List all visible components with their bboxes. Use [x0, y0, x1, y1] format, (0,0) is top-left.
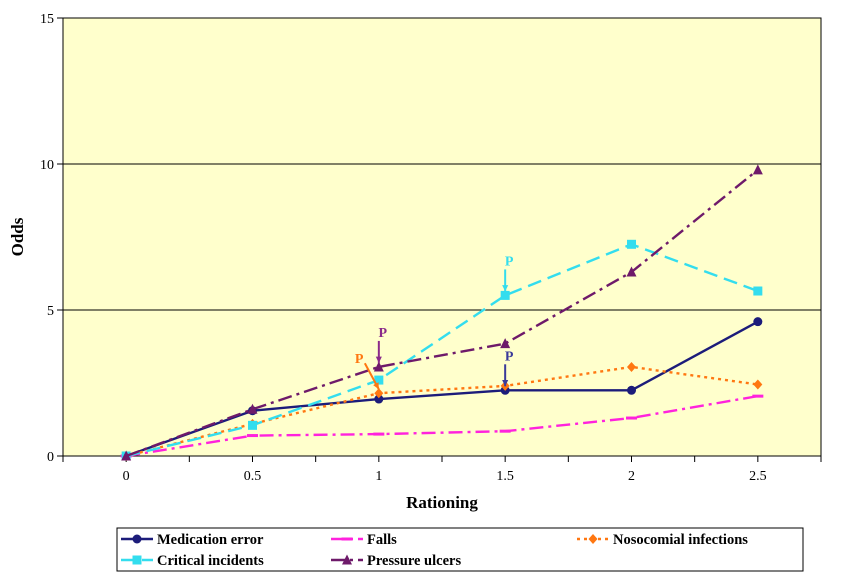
- grid-lines: [63, 163, 821, 311]
- y-tick-label: 5: [47, 304, 54, 319]
- annotation-label: P: [355, 352, 364, 367]
- annotations: PPP P: [355, 254, 514, 390]
- data-point-critical-incidents: [374, 375, 384, 385]
- annotation-label: P: [379, 326, 388, 341]
- y-tick-label: 15: [40, 12, 54, 27]
- data-point-falls: [626, 416, 637, 420]
- data-point-nosocomial-infections: [627, 361, 636, 372]
- data-point-falls: [752, 394, 764, 398]
- legend-marker: [341, 537, 353, 541]
- legend-label: Nosocomial infections: [613, 532, 748, 548]
- series-lines: [120, 164, 764, 461]
- data-point-falls: [373, 432, 385, 436]
- x-tick-label: 2: [628, 469, 635, 484]
- x-tick-label: 1.5: [496, 469, 514, 484]
- annotation-p: P: [355, 352, 380, 390]
- data-point-medication-error: [627, 385, 636, 395]
- legend-item-medication-error: Medication error: [121, 532, 264, 548]
- y-axis-title: Odds: [8, 217, 27, 256]
- x-tick-label: 0.5: [244, 469, 262, 484]
- y-tick-label: 0: [47, 450, 54, 465]
- series-line-nosocomial-infections: [125, 365, 758, 458]
- data-point-pressure-ulcers: [247, 403, 258, 414]
- data-point-pressure-ulcers: [626, 266, 637, 277]
- data-point-critical-incidents: [248, 420, 257, 430]
- legend-marker: [132, 555, 142, 565]
- annotation-label: P: [505, 349, 514, 364]
- data-point-pressure-ulcers: [373, 361, 384, 372]
- data-point-medication-error: [753, 317, 763, 327]
- legend-item-critical-incidents: Critical incidents: [121, 553, 264, 569]
- data-point-critical-incidents: [627, 239, 636, 249]
- x-tick-label: 0: [123, 469, 130, 484]
- data-point-pressure-ulcers: [121, 450, 132, 461]
- axes: 0 5 10 15 0 0.5 1 1.5 2 2.5: [40, 12, 822, 484]
- legend-marker: [342, 554, 352, 565]
- legend: Medication error Falls Nosocomial infectio…: [116, 527, 804, 572]
- legend-item-falls: Falls: [331, 532, 397, 548]
- data-point-pressure-ulcers: [752, 164, 763, 175]
- plot-area: [62, 17, 822, 457]
- legend-label: Falls: [367, 532, 397, 548]
- annotation-p: P: [502, 254, 514, 292]
- x-axis-title: Rationing: [406, 493, 478, 512]
- series-line-critical-incidents: [125, 243, 759, 458]
- y-tick-label: 10: [40, 158, 54, 173]
- data-point-nosocomial-infections: [374, 388, 384, 399]
- series-line-falls: [126, 394, 759, 458]
- data-point-critical-incidents: [500, 290, 510, 300]
- legend-item-pressure-ulcers: Pressure ulcers: [331, 553, 461, 569]
- x-tick-label: 2.5: [749, 469, 767, 484]
- legend-label: Pressure ulcers: [367, 553, 461, 569]
- data-point-critical-incidents: [753, 286, 763, 296]
- legend-marker: [588, 534, 598, 544]
- legend-marker: [132, 534, 142, 544]
- annotation-label: P: [505, 254, 514, 269]
- legend-item-nosocomial-infections: Nosocomial infections: [577, 532, 748, 548]
- annotation-p: P: [502, 349, 514, 387]
- data-point-medication-error: [374, 394, 384, 404]
- data-point-nosocomial-infections: [753, 379, 763, 390]
- legend-label: Critical incidents: [157, 553, 264, 569]
- legend-box: [116, 527, 804, 572]
- series-line-pressure-ulcers: [125, 168, 759, 458]
- x-tick-label: 1: [375, 469, 382, 484]
- annotation-p: P: [375, 326, 388, 363]
- legend-label: Medication error: [157, 532, 264, 548]
- data-point-falls: [247, 434, 258, 438]
- data-point-pressure-ulcers: [500, 338, 511, 349]
- data-point-falls: [499, 429, 511, 433]
